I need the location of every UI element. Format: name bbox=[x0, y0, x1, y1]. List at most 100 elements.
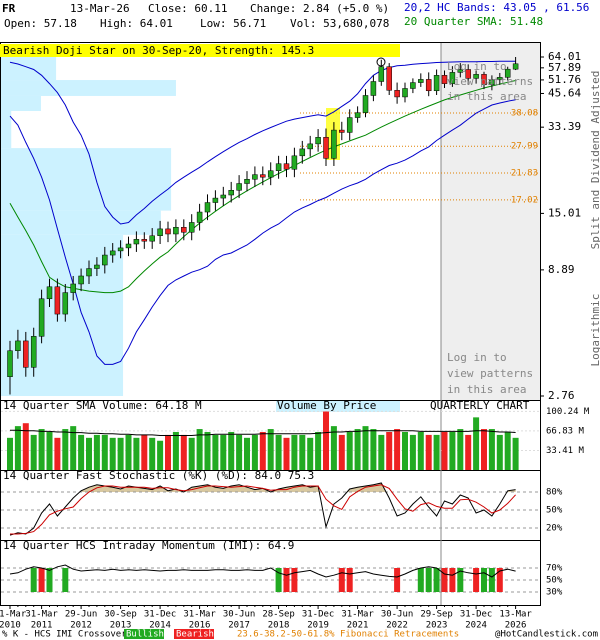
candle-body bbox=[441, 75, 448, 84]
x-tick-label: 2016 bbox=[189, 621, 211, 631]
candle-body bbox=[78, 275, 84, 285]
candle-body bbox=[465, 69, 471, 79]
bullish-label: Bullish bbox=[126, 630, 164, 640]
volume-bar bbox=[354, 429, 361, 470]
adjusted-label: Split and Dividend Adjusted bbox=[589, 71, 600, 250]
candle-body bbox=[220, 194, 227, 199]
stochastic-title: 14 Quarter Fast Stochastic (%K) (%D): 84… bbox=[3, 469, 314, 482]
volume-bar bbox=[7, 437, 13, 470]
close: Close: 60.11 bbox=[148, 2, 227, 15]
volume-bar bbox=[38, 429, 45, 470]
pattern-text: Bearish Doji Star on 30-Sep-20, Strength… bbox=[3, 44, 314, 57]
volume-bar bbox=[338, 434, 345, 470]
volume-bar bbox=[346, 431, 353, 470]
candle-body bbox=[425, 79, 432, 92]
candle-body bbox=[196, 211, 203, 223]
x-tick-label: 31-Dec bbox=[144, 610, 177, 620]
volume-bar bbox=[133, 437, 140, 470]
x-tick-label: 2019 bbox=[307, 621, 329, 631]
volume-bar bbox=[86, 437, 92, 470]
crossover-label: % K - HCS IMI Crossover, bbox=[2, 630, 132, 640]
volume-sma-line bbox=[10, 429, 516, 436]
volume-bar bbox=[402, 431, 408, 470]
candle-body bbox=[307, 143, 313, 150]
candle-body bbox=[228, 190, 234, 196]
candle-body bbox=[410, 82, 416, 89]
signal-bar bbox=[481, 568, 487, 592]
volume-bar bbox=[315, 431, 322, 470]
y-tick-label: 66.83 M bbox=[546, 426, 585, 436]
x-tick-label: 30-Jun bbox=[381, 610, 414, 620]
candle-body bbox=[62, 292, 69, 315]
y-tick-label: 33.39 bbox=[548, 120, 581, 133]
candle-body bbox=[418, 79, 424, 83]
y-tick-label: 20% bbox=[546, 524, 563, 534]
y-tick-label: 50% bbox=[546, 576, 563, 586]
signal-bar bbox=[275, 568, 282, 592]
candle-body bbox=[497, 77, 503, 81]
x-tick-label: 29-Jun bbox=[65, 610, 98, 620]
y-tick-label: 80% bbox=[546, 488, 563, 498]
x-tick-label: 29-Sep bbox=[420, 610, 453, 620]
signal-bar bbox=[394, 568, 401, 592]
volume-bar bbox=[212, 434, 219, 470]
volume-bar bbox=[117, 437, 124, 470]
x-tick-label: 13-Mar bbox=[499, 610, 532, 620]
candle-body bbox=[299, 148, 306, 157]
candle-body bbox=[125, 243, 132, 249]
volume-bar bbox=[307, 437, 314, 470]
volume-bar bbox=[204, 431, 211, 470]
low: Low: 56.71 bbox=[200, 17, 266, 30]
x-tick-label: 28-Sep bbox=[262, 610, 295, 620]
volume-bar bbox=[394, 429, 401, 470]
bullish-bg bbox=[124, 629, 164, 639]
change: Change: 2.84 (+5.0 %) bbox=[250, 2, 389, 15]
volume-bar bbox=[165, 434, 171, 470]
volume-bar bbox=[481, 429, 487, 470]
y-tick-label: 100.24 M bbox=[546, 407, 590, 417]
signal-bar bbox=[283, 568, 290, 592]
candle-body bbox=[244, 179, 250, 184]
volume-bar bbox=[30, 434, 37, 470]
momentum-title: 14 Quarter HCS Intraday Momentum (IMI): … bbox=[3, 539, 294, 552]
open: Open: 57.18 bbox=[4, 17, 77, 30]
volume-bar bbox=[220, 434, 227, 470]
candle-body bbox=[23, 340, 29, 368]
volume-bar bbox=[196, 429, 203, 470]
volume-bar bbox=[299, 434, 306, 470]
x-tick-label: 2022 bbox=[386, 621, 408, 631]
volume-by-price-bar bbox=[1, 80, 176, 96]
symbol: FR bbox=[2, 2, 16, 15]
candle-body bbox=[275, 163, 282, 171]
candle-body bbox=[283, 163, 290, 170]
volume-bar bbox=[512, 437, 519, 470]
y-tick-label: 33.41 M bbox=[546, 446, 585, 456]
volume-bar bbox=[78, 434, 85, 470]
candle-body bbox=[378, 66, 385, 82]
x-tick-label: 31-Mar bbox=[183, 610, 216, 620]
candle-body bbox=[433, 75, 440, 92]
overlay-line bbox=[9, 99, 516, 365]
signal-bar bbox=[38, 568, 45, 592]
y-tick-label: 15.01 bbox=[548, 206, 581, 219]
candle-body bbox=[489, 79, 495, 85]
x-tick-label: 2014 bbox=[149, 621, 171, 631]
signal-bar bbox=[457, 568, 464, 592]
x-tick-label: 2011 bbox=[31, 621, 53, 631]
candle-body bbox=[165, 228, 171, 235]
volume-bar bbox=[172, 431, 179, 470]
volume-bar bbox=[22, 423, 29, 470]
volume-bar bbox=[141, 434, 148, 470]
y-tick-label: 8.89 bbox=[548, 263, 575, 276]
candle-body bbox=[102, 254, 108, 266]
login-notice: Log in to bbox=[447, 60, 507, 73]
overlay-line bbox=[9, 60, 516, 225]
volume-bar bbox=[236, 434, 243, 470]
y-tick-label: 70% bbox=[546, 564, 563, 574]
volume-by-price-bar bbox=[1, 210, 161, 235]
volume-bar bbox=[496, 434, 503, 470]
sma-readout: 20 Quarter SMA: 51.48 bbox=[404, 15, 543, 28]
x-tick-label: 2026 bbox=[505, 621, 527, 631]
x-tick-label: 2023 bbox=[426, 621, 448, 631]
signal-bar bbox=[346, 568, 353, 592]
